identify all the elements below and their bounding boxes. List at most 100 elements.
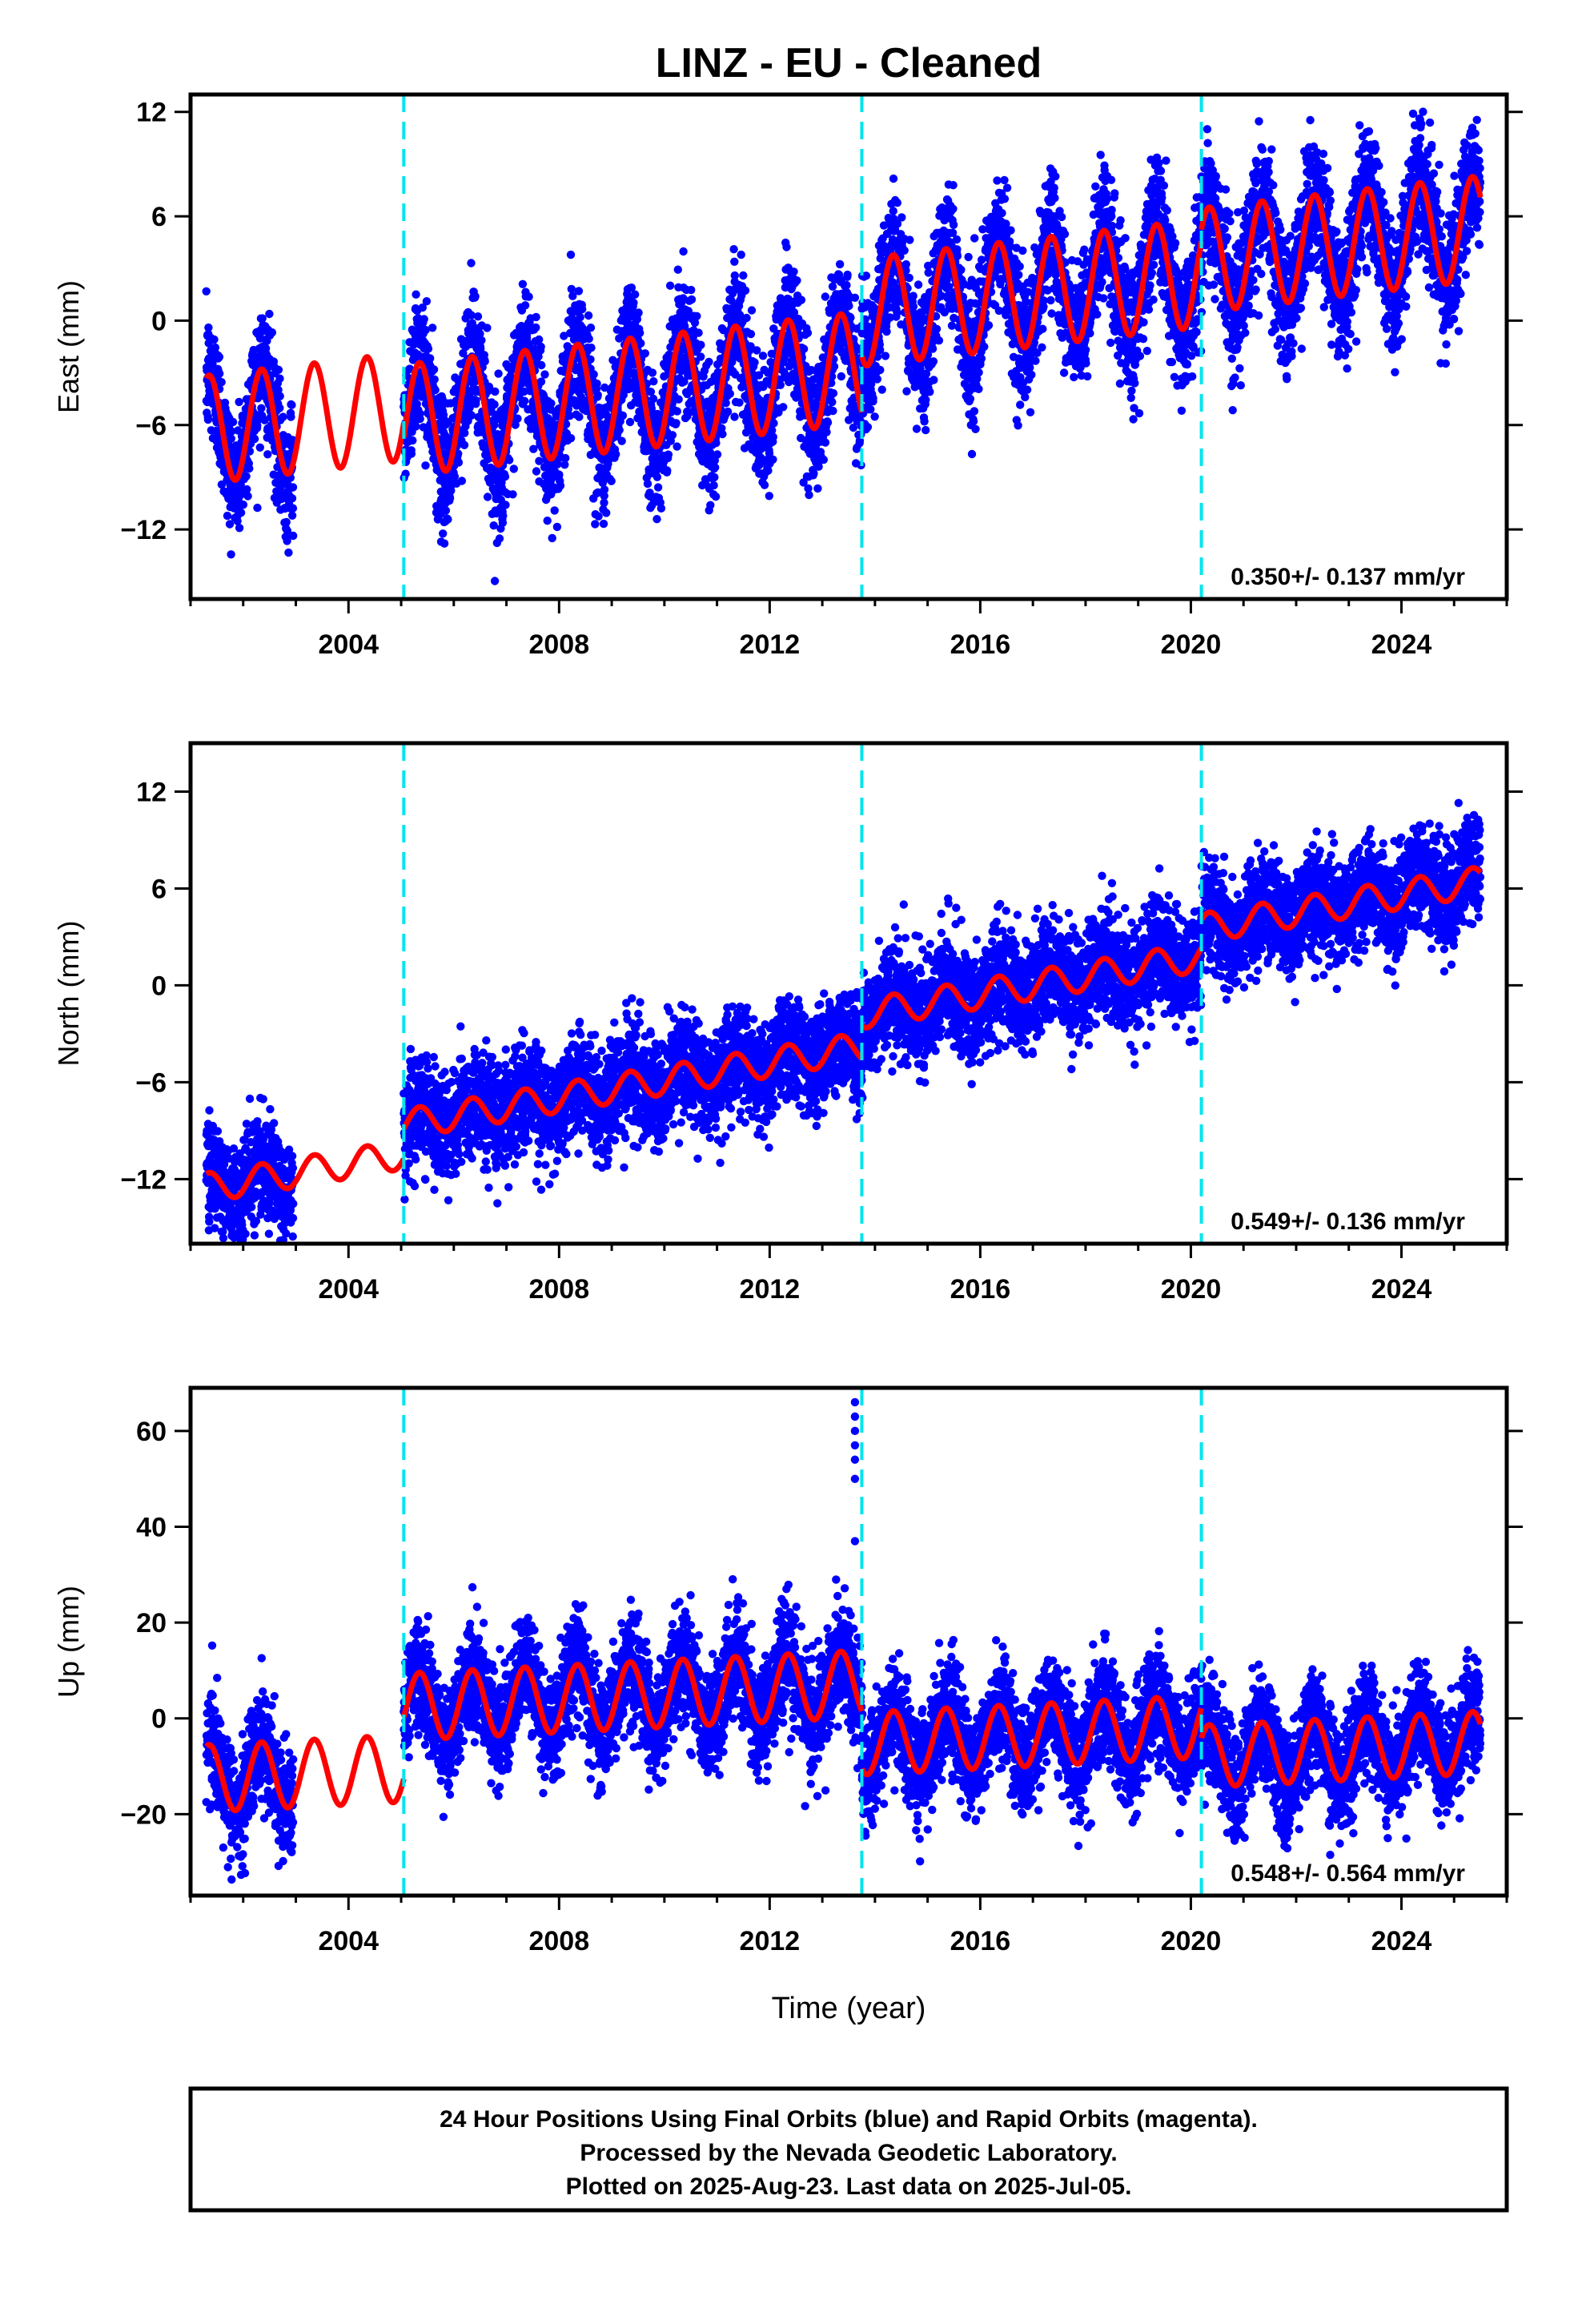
data-point [893,308,901,316]
data-point [442,506,450,514]
data-point [837,372,845,380]
data-point [532,313,540,321]
data-point [882,328,890,336]
data-point [878,385,886,393]
data-point [970,234,978,242]
data-point [561,454,569,462]
data-point [1016,263,1024,271]
data-point [210,336,218,344]
data-point [275,404,283,412]
data-point [679,247,687,255]
data-point [813,485,821,493]
data-point [851,294,859,302]
figure: LINZ - EU - Cleaned −12−60612 2004 2008 20… [0,0,1582,2324]
data-point [864,423,872,431]
data-point [694,328,702,336]
data-point [949,205,957,213]
data-point [1016,400,1024,408]
data-point [735,399,743,407]
data-point [905,235,913,243]
data-point [769,419,777,427]
data-point [718,430,726,438]
data-point [567,251,575,259]
data-point [468,412,476,420]
data-point [876,366,884,374]
data-point [687,286,695,294]
data-point [866,405,874,413]
data-point [594,391,602,399]
data-point [1006,226,1014,234]
data-point [556,481,564,489]
data-point [477,336,485,344]
data-point [966,395,974,403]
data-point [227,435,235,443]
data-point [426,354,434,362]
data-point [587,324,595,332]
data-point [814,463,822,471]
data-point [532,324,540,332]
data-point [263,450,271,458]
data-point [229,418,237,426]
data-point [626,418,634,426]
data-point [759,352,767,360]
data-point [474,312,482,320]
data-point [265,310,273,318]
data-point [239,501,247,509]
data-point [608,477,616,485]
data-point [980,343,988,351]
data-point [431,376,439,384]
data-point [665,451,673,459]
data-point [731,271,739,279]
data-point [829,407,837,415]
data-point [697,352,705,360]
data-point [424,344,432,352]
data-point [289,483,297,491]
data-point [1003,183,1011,191]
data-point [805,491,813,499]
data-point [428,324,436,332]
data-point [713,450,721,458]
data-point [287,412,295,420]
data-point [902,387,910,395]
data-point [467,259,475,267]
data-point [451,472,459,480]
data-point [933,325,941,333]
east-data-points [203,107,1485,585]
data-point [1000,176,1008,184]
data-point [764,467,772,475]
data-point [761,481,769,489]
data-point [779,403,787,411]
data-point [925,268,933,276]
data-point [484,493,492,501]
data-point [950,221,958,229]
data-point [711,464,719,472]
data-point [491,388,499,396]
data-point [737,251,745,259]
data-point [575,412,583,420]
data-point [636,340,644,348]
data-point [930,376,938,384]
data-point [499,512,507,520]
data-point [537,343,545,351]
data-point [901,247,909,255]
data-point [602,509,610,517]
data-point [822,428,830,436]
data-point [423,297,431,305]
data-point [243,492,251,500]
data-point [408,436,416,444]
data-point [268,328,276,336]
data-point [730,258,738,266]
data-point [706,501,714,509]
data-point [587,344,595,352]
data-point [675,396,683,404]
data-point [674,266,682,274]
data-point [782,243,790,251]
data-point [432,386,440,394]
data-point [821,292,829,300]
data-point [1021,393,1029,401]
data-point [820,456,828,464]
data-point [629,299,637,307]
data-point [567,434,575,442]
data-point [575,287,583,295]
